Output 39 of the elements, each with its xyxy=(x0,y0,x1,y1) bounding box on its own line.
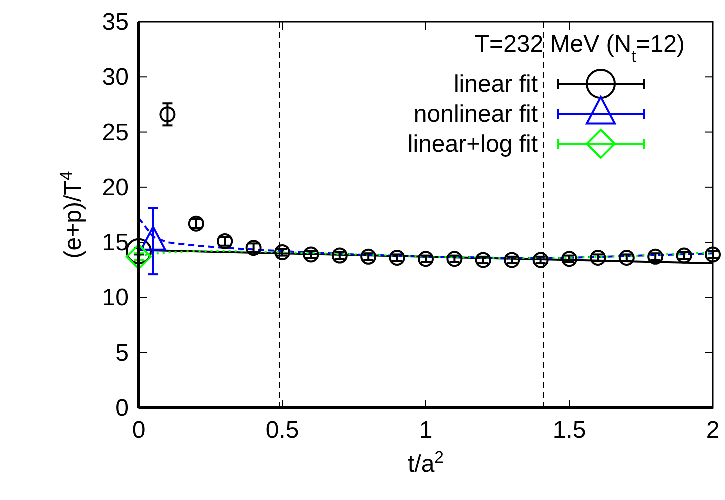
point xyxy=(532,252,549,268)
point xyxy=(160,106,176,123)
legend-label: nonlinear fit xyxy=(414,101,538,128)
point xyxy=(246,240,262,256)
y-tick-label: 25 xyxy=(102,119,129,146)
point xyxy=(676,248,692,264)
x-tick-label: 0 xyxy=(132,417,146,444)
point xyxy=(618,250,635,266)
point xyxy=(475,252,492,268)
x-tick-label: 2 xyxy=(706,417,720,444)
y-tick-label: 35 xyxy=(102,9,129,36)
point xyxy=(126,244,152,270)
legend-label: linear fit xyxy=(454,71,538,98)
point xyxy=(590,250,606,266)
x-tick-label: 0.5 xyxy=(266,417,300,444)
y-tick-label: 15 xyxy=(102,230,129,257)
point xyxy=(360,248,377,265)
point xyxy=(126,238,152,264)
x-tick-label: 1 xyxy=(419,417,433,444)
y-tick-label: 10 xyxy=(102,284,129,312)
point xyxy=(504,252,520,268)
point xyxy=(389,250,406,266)
x-tick-label: 1.5 xyxy=(552,417,586,444)
point xyxy=(648,248,664,265)
point xyxy=(274,244,290,260)
point xyxy=(418,251,434,268)
x-axis-title: t/a$^{2}$ xyxy=(408,448,444,478)
y-tick-label: 20 xyxy=(102,174,129,202)
point xyxy=(217,233,234,250)
legend-label: linear+log fit xyxy=(408,131,538,158)
point xyxy=(562,251,578,268)
point xyxy=(303,246,320,263)
y-tick-label: 0 xyxy=(116,395,129,422)
y-tick-label: 30 xyxy=(102,64,129,92)
legend-title: T=232 MeV (N$_{t}$=12) xyxy=(474,31,685,66)
y-tick-label: 5 xyxy=(116,340,129,367)
point xyxy=(332,248,348,264)
point xyxy=(446,251,463,268)
point xyxy=(705,246,721,263)
